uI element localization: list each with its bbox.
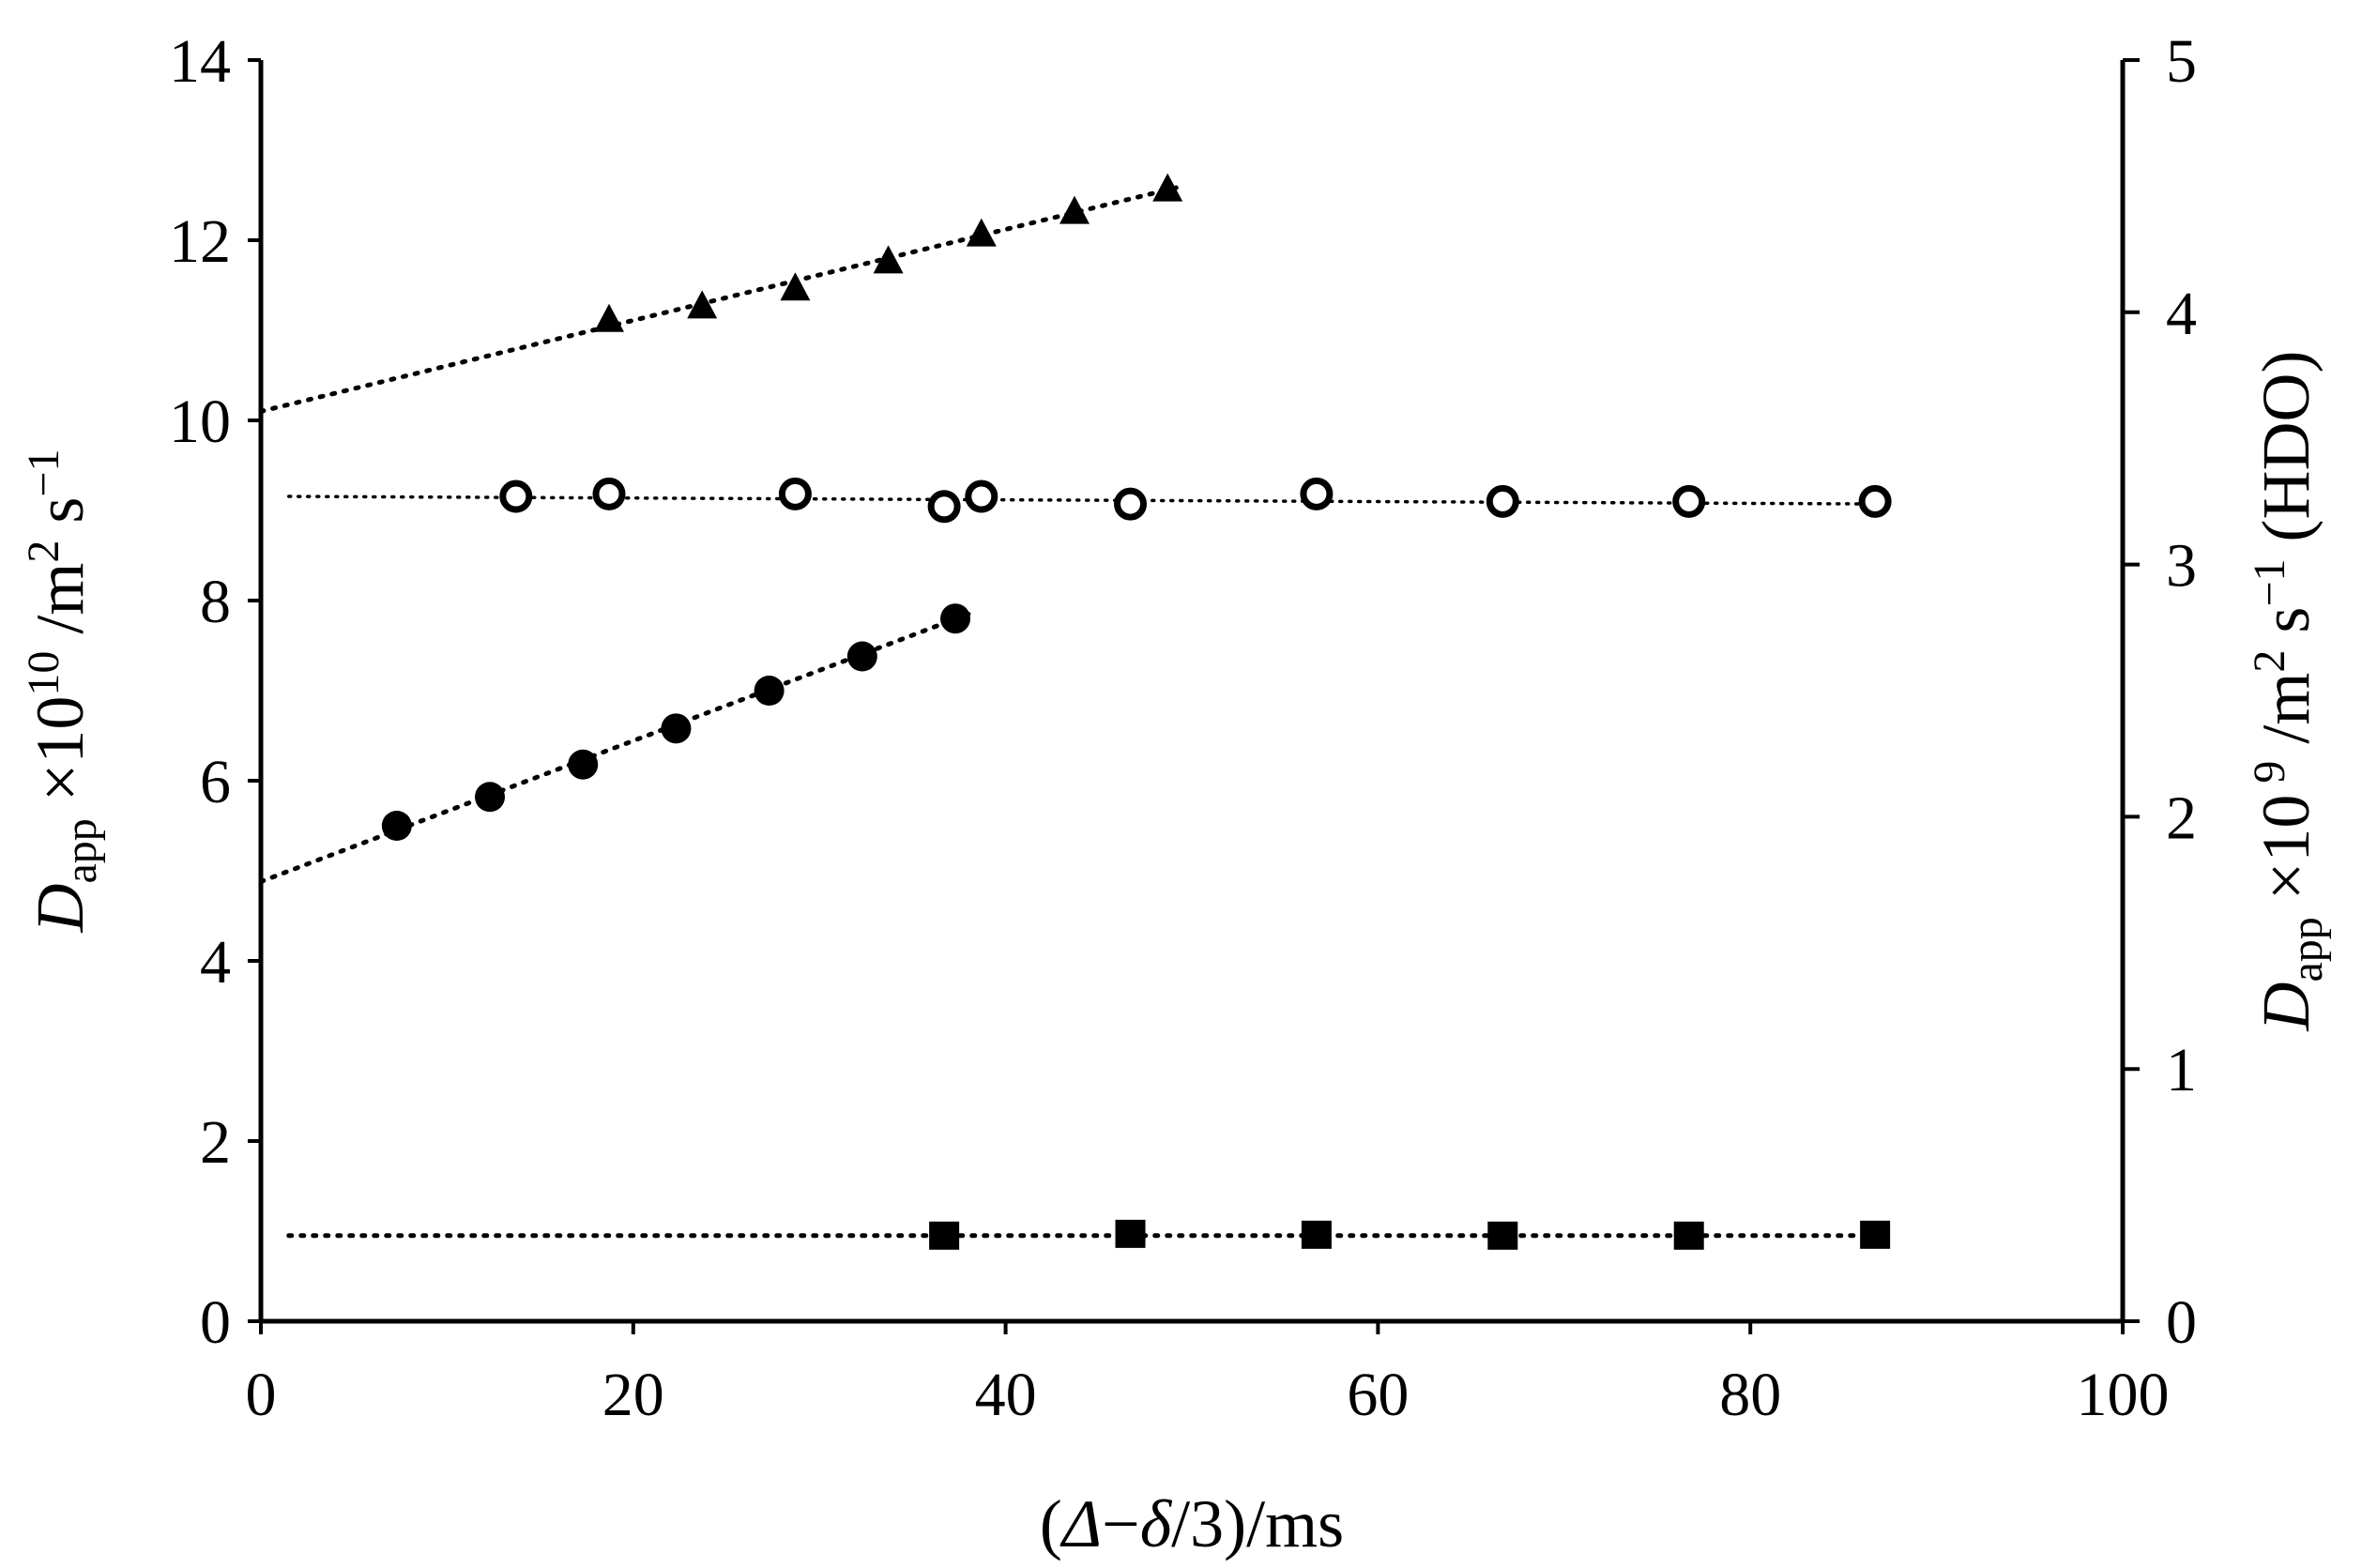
data-point-open-circles-hdo xyxy=(965,480,998,513)
x-tick-label: 0 xyxy=(246,1361,277,1429)
left-y-tick-label: 8 xyxy=(200,568,231,636)
data-points-layer xyxy=(381,173,1892,1250)
x-tick-label: 60 xyxy=(1347,1361,1409,1429)
data-point-open-circles-hdo xyxy=(1300,477,1333,510)
data-point-squares xyxy=(1860,1220,1891,1249)
right-y-axis-title: Dapp ×10 9 /m2 s−1 (HDO) xyxy=(2245,351,2332,1032)
left-y-tick-label: 6 xyxy=(200,748,231,816)
fit-line-open-circles-hdo xyxy=(287,495,1882,506)
right-y-tick-label: 0 xyxy=(2166,1288,2197,1357)
x-axis-title: (Δ−δ/3)/ms xyxy=(1040,1486,1344,1561)
data-point-open-circles-hdo xyxy=(1486,484,1519,518)
right-y-tick-label: 4 xyxy=(2166,280,2197,348)
right-y-tick-label: 2 xyxy=(2166,784,2197,852)
data-point-filled-circles xyxy=(475,782,506,813)
data-point-squares xyxy=(1301,1220,1332,1249)
data-point-squares xyxy=(929,1221,960,1250)
data-point-open-circles-hdo xyxy=(778,477,812,510)
data-point-filled-circles xyxy=(754,676,785,706)
data-point-triangles xyxy=(1152,173,1183,202)
data-point-squares xyxy=(1487,1221,1518,1250)
data-point-open-circles-hdo xyxy=(927,490,961,524)
data-point-open-circles-hdo xyxy=(1672,484,1706,518)
fit-lines-layer xyxy=(258,183,1883,1239)
left-y-tick-label: 12 xyxy=(169,207,231,276)
data-point-filled-circles xyxy=(381,811,412,841)
left-y-tick-label: 4 xyxy=(200,928,231,997)
left-y-tick-label: 14 xyxy=(169,27,231,96)
data-point-triangles xyxy=(594,303,625,332)
data-point-triangles xyxy=(780,272,811,301)
x-tick-label: 100 xyxy=(2077,1361,2170,1429)
data-point-filled-circles xyxy=(846,641,877,672)
data-point-open-circles-hdo xyxy=(499,480,533,513)
data-point-triangles xyxy=(1059,195,1090,224)
right-y-tick-label: 3 xyxy=(2166,532,2197,601)
left-y-tick-label: 2 xyxy=(200,1108,231,1177)
data-point-open-circles-hdo xyxy=(1114,487,1148,521)
x-tick-label: 40 xyxy=(975,1361,1037,1429)
x-tick-label: 20 xyxy=(602,1361,664,1429)
right-y-tick-label: 5 xyxy=(2166,27,2197,96)
data-point-filled-circles xyxy=(940,603,971,634)
x-tick-label: 80 xyxy=(1719,1361,1781,1429)
data-point-squares xyxy=(1673,1221,1704,1250)
right-y-tick-label: 1 xyxy=(2166,1036,2197,1104)
fit-line-triangles xyxy=(258,183,1185,414)
data-point-triangles xyxy=(687,290,718,319)
left-y-tick-label: 10 xyxy=(169,388,231,456)
data-point-filled-circles xyxy=(661,713,692,744)
left-y-axis-title: Dapp ×1010 /m2 s−1 xyxy=(19,449,106,933)
data-point-filled-circles xyxy=(568,749,599,780)
fit-line-filled-circles xyxy=(258,611,971,885)
data-point-triangles xyxy=(873,245,904,274)
data-point-triangles xyxy=(966,218,997,247)
left-y-tick-label: 0 xyxy=(200,1288,231,1357)
data-point-squares xyxy=(1115,1219,1146,1248)
data-point-open-circles-hdo xyxy=(592,477,626,510)
data-point-open-circles-hdo xyxy=(1858,484,1892,518)
